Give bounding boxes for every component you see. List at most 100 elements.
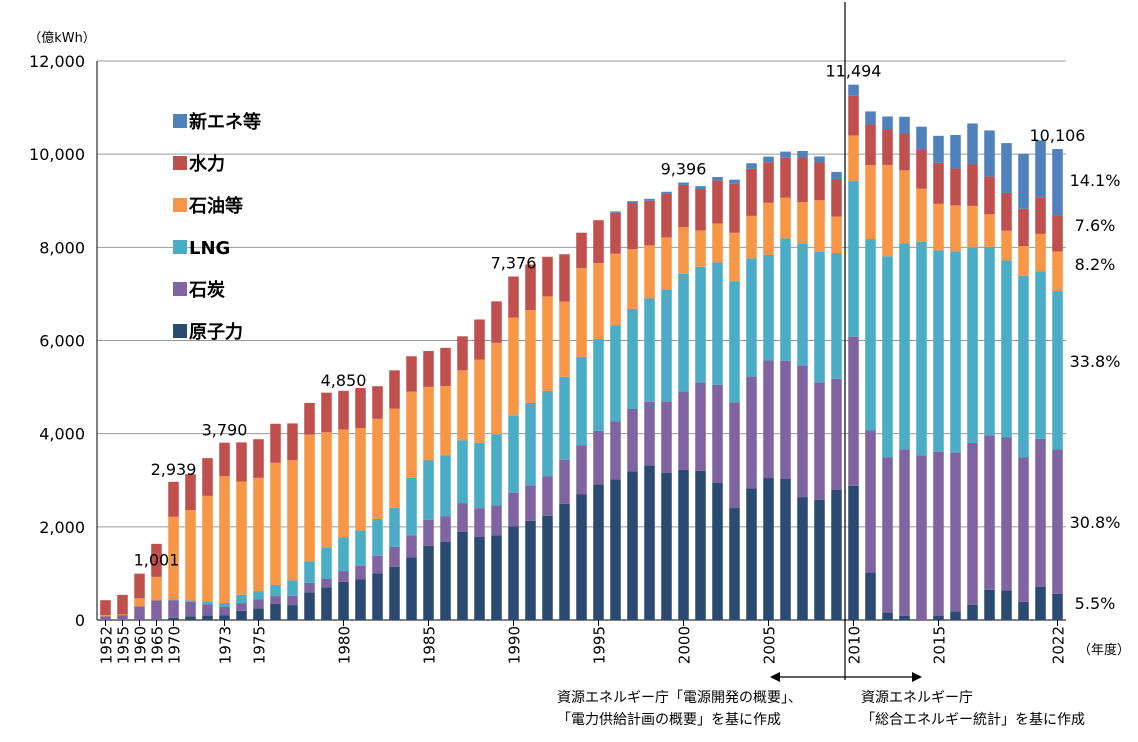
bar-segment xyxy=(797,157,808,203)
bar-segment xyxy=(678,182,689,185)
bar-segment xyxy=(525,520,536,620)
bar-segment xyxy=(491,342,502,435)
x-tick-label: 1995 xyxy=(591,626,609,664)
source-note-right-1: 資源エネルギー庁 xyxy=(861,690,973,706)
bar-segment xyxy=(559,459,570,504)
bar-segment xyxy=(525,310,536,403)
bar-segment xyxy=(576,268,587,358)
bar-segment xyxy=(117,614,128,616)
bar-segment xyxy=(848,135,859,182)
y-tick-label: 10,000 xyxy=(29,145,85,164)
bar-segment xyxy=(678,391,689,470)
bar-segment xyxy=(780,360,791,479)
bar-segment xyxy=(695,266,706,383)
bar-segment xyxy=(440,347,451,387)
bar-segment xyxy=(270,423,281,463)
bar-segment xyxy=(814,162,825,201)
bar-segment xyxy=(457,440,468,504)
bar-segment xyxy=(338,390,349,430)
bar-segment xyxy=(1001,260,1012,438)
bar-segment xyxy=(389,408,400,508)
x-tick-label: 1973 xyxy=(217,626,235,664)
bar-segment xyxy=(797,365,808,498)
bar-segment xyxy=(440,455,451,517)
bar-segment xyxy=(712,262,723,385)
bar-segment xyxy=(984,130,995,177)
bar-segment xyxy=(627,203,638,250)
bar-segment xyxy=(712,223,723,263)
bar-segment xyxy=(406,356,417,392)
bar-segment xyxy=(848,336,859,486)
x-axis-label: （年度） xyxy=(1078,642,1130,658)
bar-segment xyxy=(644,465,655,620)
total-label: 9,396 xyxy=(661,159,707,178)
bar-segment xyxy=(1018,208,1029,247)
bar-segment xyxy=(933,250,944,452)
bar-segment xyxy=(661,191,672,194)
bar-segment xyxy=(610,211,621,213)
bar-segment xyxy=(372,518,383,556)
x-tick-label: 1955 xyxy=(115,626,133,664)
bar-segment xyxy=(865,124,876,165)
bar-segment xyxy=(627,408,638,472)
bar-segment xyxy=(712,180,723,224)
arrow-head-right xyxy=(912,672,922,682)
legend-label: LNG xyxy=(189,238,230,259)
bar-segment xyxy=(780,157,791,198)
bar-segment xyxy=(746,258,757,377)
bar-segment xyxy=(1035,438,1046,588)
bar-segment xyxy=(542,296,553,391)
bar-segment xyxy=(236,481,247,595)
bar-segment xyxy=(933,135,944,163)
x-tick-label: 1985 xyxy=(421,626,439,664)
bar-segment xyxy=(610,325,621,422)
bar-segment xyxy=(202,602,213,605)
x-tick-label: 1952 xyxy=(98,626,116,664)
bar-segment xyxy=(678,184,689,228)
bar-segment xyxy=(134,606,145,620)
bar-segment xyxy=(746,163,757,169)
bar-segment xyxy=(117,594,128,615)
bar-segment xyxy=(202,604,213,616)
bar-segment xyxy=(882,116,893,130)
bar-segment xyxy=(389,546,400,567)
bar-segment xyxy=(542,390,553,477)
bar-segment xyxy=(355,530,366,566)
bar-segment xyxy=(831,171,842,179)
bar-segment xyxy=(423,545,434,620)
bar-segment xyxy=(474,537,485,620)
bar-segment xyxy=(763,202,774,255)
y-tick-label: 4,000 xyxy=(39,425,85,444)
bar-segment xyxy=(746,215,757,259)
bar-segment xyxy=(338,429,349,538)
bar-segment xyxy=(423,460,434,520)
bar-segment xyxy=(508,526,519,620)
bar-segment xyxy=(1035,140,1046,198)
bar-segment xyxy=(100,616,111,620)
bar-segment xyxy=(1018,246,1029,276)
bar-segment xyxy=(202,458,213,496)
bar-segment xyxy=(780,478,791,620)
bar-segment xyxy=(950,251,961,453)
bar-segment xyxy=(287,595,298,606)
bar-segment xyxy=(525,485,536,521)
legend-swatch xyxy=(173,324,187,338)
bar-segment xyxy=(678,273,689,392)
legend-label: 原子力 xyxy=(189,322,243,343)
bar-segment xyxy=(593,338,604,431)
bar-segment xyxy=(168,516,179,600)
bar-segment xyxy=(831,489,842,620)
bar-segment xyxy=(576,357,587,446)
bar-segment xyxy=(491,434,502,506)
bar-segment xyxy=(967,247,978,444)
bar-segment xyxy=(168,599,179,601)
bar-segment xyxy=(321,547,332,580)
share-label: 5.5% xyxy=(1075,594,1116,613)
bar-segment xyxy=(491,535,502,620)
bar-segment xyxy=(848,485,859,620)
bar-segment xyxy=(644,200,655,246)
bar-segment xyxy=(627,471,638,620)
legend-swatch xyxy=(173,156,187,170)
bar-segment xyxy=(644,245,655,299)
